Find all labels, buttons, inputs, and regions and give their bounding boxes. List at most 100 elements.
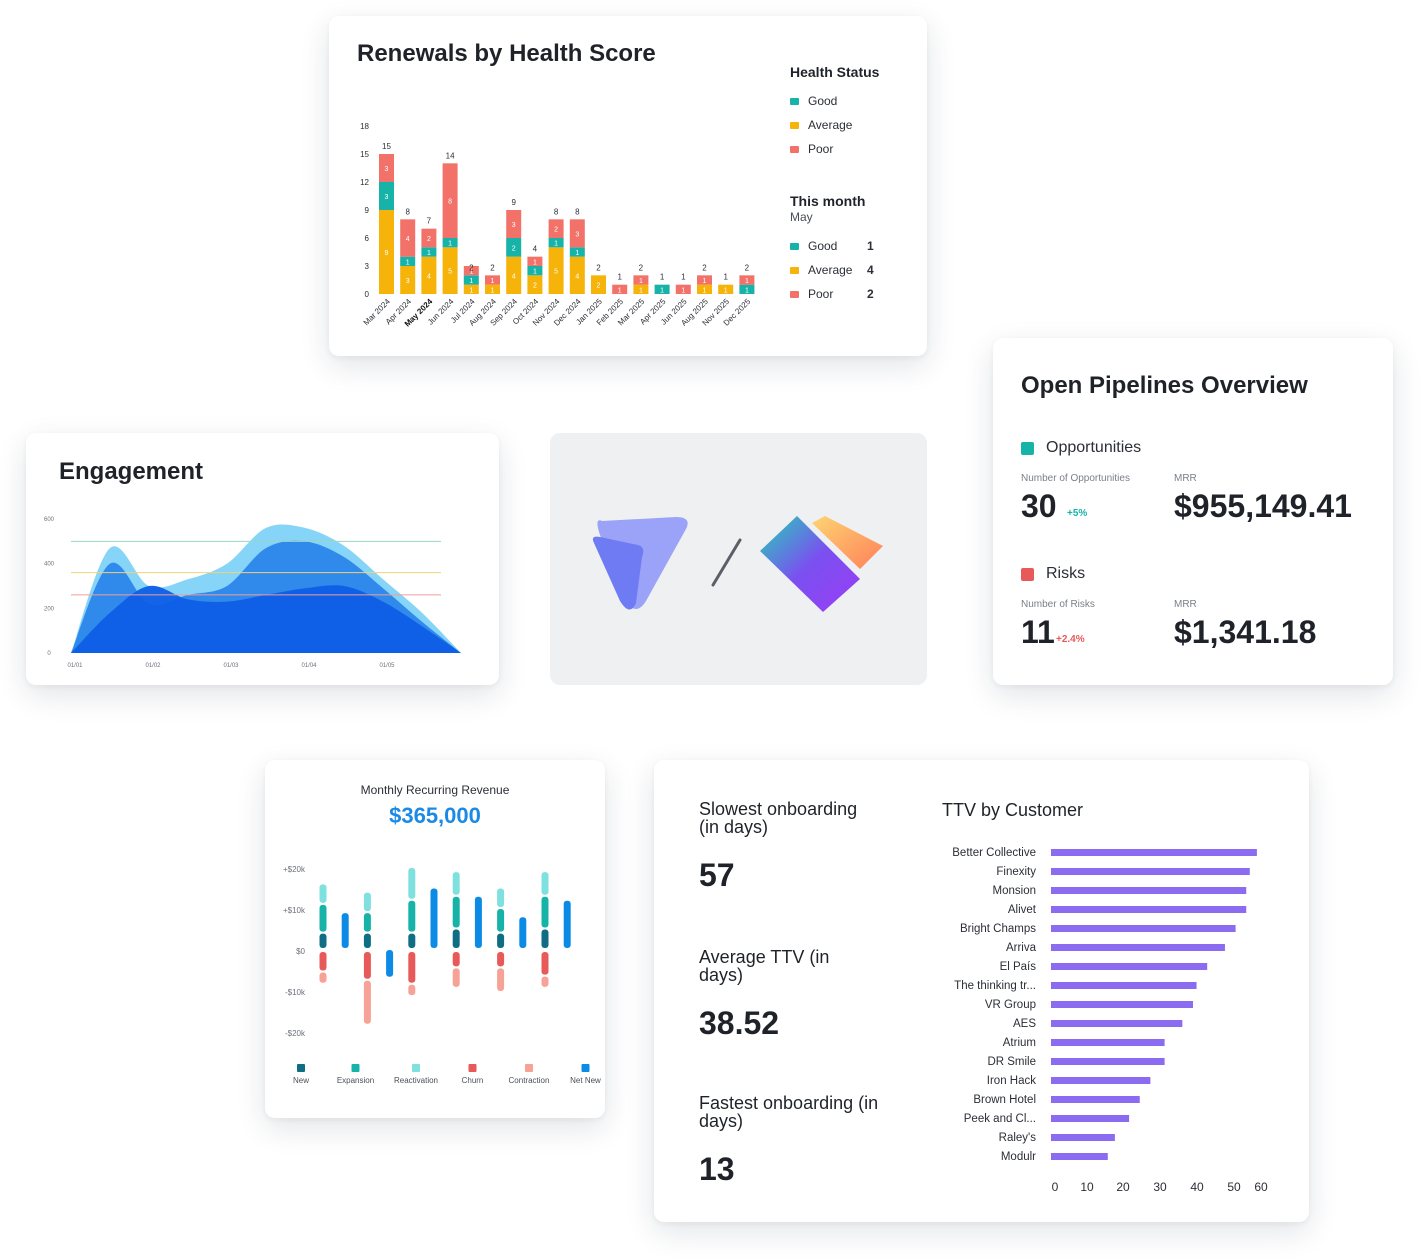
bar-total-label: 1 xyxy=(660,273,665,282)
bar-total-label: 1 xyxy=(723,273,728,282)
ttv-bar xyxy=(1051,1115,1130,1122)
y-tick-label: -$20k xyxy=(285,1029,306,1038)
fastest-onboarding-label: Fastest onboarding (in days) xyxy=(699,1093,879,1131)
ttv-bar xyxy=(1051,1058,1165,1065)
ttv-bar xyxy=(1051,1039,1165,1046)
opportunities-heading: Opportunities xyxy=(1021,439,1141,457)
ttv-category-label: Atrium xyxy=(1003,1037,1036,1049)
x-tick-label: 40 xyxy=(1190,1180,1204,1194)
ttv-bar xyxy=(1051,963,1208,970)
ttv-bar xyxy=(1051,1096,1140,1103)
segment-value-label: 2 xyxy=(597,283,601,290)
this-month-poor: Poor 2 xyxy=(790,287,874,301)
segment-value-label: 1 xyxy=(639,287,643,294)
renewals-bar-segment xyxy=(739,275,755,285)
ttv-bar xyxy=(1051,1134,1115,1141)
integration-logo-panel xyxy=(550,433,927,685)
engagement-chart: 0 200 400 600 01/01 01/02 01/03 01/04 01/05 xyxy=(44,517,461,669)
y-tick-label: 15 xyxy=(360,150,369,159)
y-tick-label: 9 xyxy=(365,206,370,215)
segment-value-label: 9 xyxy=(385,250,389,257)
mrr-title: Monthly Recurring Revenue xyxy=(360,783,510,797)
y-tick-label: 18 xyxy=(360,122,369,131)
ttv-bar xyxy=(1051,982,1197,989)
legend-swatch xyxy=(790,97,799,105)
bar-total-label: 2 xyxy=(596,263,601,272)
segment-value-label: 1 xyxy=(575,250,579,257)
ttv-category-label: Arriva xyxy=(1006,942,1037,954)
renewals-bar-segment xyxy=(697,284,712,294)
segment-value-label: 3 xyxy=(385,166,389,173)
legend-swatch xyxy=(351,1064,360,1072)
legend-title: Health Status xyxy=(790,64,880,80)
x-tick-label: 10 xyxy=(1080,1180,1094,1194)
renewals-bar-segment xyxy=(527,275,543,294)
mrr-bar-segment xyxy=(474,896,482,948)
legend-label: Contraction xyxy=(509,1076,550,1085)
y-tick-label: 600 xyxy=(44,517,55,523)
x-tick-label: 0 xyxy=(1052,1180,1059,1194)
renewals-bar-segment xyxy=(463,275,479,285)
y-tick-label: 200 xyxy=(44,606,55,612)
bar-total-label: 8 xyxy=(575,207,580,216)
ttv-category-label: AES xyxy=(1013,1018,1036,1030)
renewals-bar-segment xyxy=(379,210,394,294)
mrr-bar-segment xyxy=(541,929,549,948)
segment-value-label: 4 xyxy=(512,273,516,280)
renewals-bar-segment xyxy=(506,256,522,294)
bar-total-label: 9 xyxy=(511,198,516,207)
renewals-bar-segment xyxy=(633,275,649,285)
risks-count-label: Number of Risks xyxy=(1021,599,1095,610)
mrr-bar-segment xyxy=(319,952,327,971)
segment-value-label: 2 xyxy=(533,283,537,290)
segment-value-label: 2 xyxy=(427,236,431,243)
legend-swatch xyxy=(790,266,799,274)
mrr-bar-segment xyxy=(408,984,416,996)
segment-value-label: 1 xyxy=(554,241,558,248)
legend-item-good: Good xyxy=(790,94,837,108)
mrr-bar-segment xyxy=(363,933,371,948)
ttv-category-label: Brown Hotel xyxy=(973,1094,1036,1106)
renewals-title: Renewals by Health Score xyxy=(357,40,656,67)
renewals-bar-segment xyxy=(442,238,458,248)
ttv-bar xyxy=(1051,1001,1193,1008)
x-tick-label: 30 xyxy=(1153,1180,1167,1194)
renewals-bar-segment xyxy=(442,163,458,238)
average-ttv-label: Average TTV (in days) xyxy=(699,947,830,985)
ttv-category-label: Iron Hack xyxy=(987,1075,1036,1087)
segment-value-label: 1 xyxy=(533,259,537,266)
segment-value-label: 2 xyxy=(512,245,516,252)
legend-swatch xyxy=(412,1064,420,1072)
opportunities-mrr: $955,149.41 xyxy=(1174,488,1352,524)
mrr-bar-segment xyxy=(319,904,327,932)
mrr-bar-segment xyxy=(497,933,505,948)
segment-value-label: 3 xyxy=(385,194,389,201)
legend-swatch xyxy=(790,242,799,250)
mrr-bar-segment xyxy=(386,950,394,977)
mrr-bar-segment xyxy=(363,980,371,1024)
y-tick-label: 400 xyxy=(44,562,55,568)
renewals-bar-segment xyxy=(527,266,543,276)
ttv-bar xyxy=(1051,944,1225,951)
x-tick-label: 60 xyxy=(1254,1180,1268,1194)
x-tick-label: 50 xyxy=(1227,1180,1241,1194)
ttv-category-label: The thinking tr... xyxy=(954,980,1036,992)
legend-label: Expansion xyxy=(337,1076,374,1085)
mrr-bar-segment xyxy=(452,896,460,928)
mrr-bar-segment xyxy=(319,972,327,983)
mrr-bar-segment xyxy=(563,900,571,948)
renewals-bar-segment xyxy=(739,284,755,294)
mrr-bar-segment xyxy=(452,872,460,895)
ttv-bar xyxy=(1051,906,1247,913)
bar-total-label: 2 xyxy=(639,263,644,272)
bar-total-label: 2 xyxy=(469,263,474,272)
segment-value-label: 1 xyxy=(469,269,473,276)
ttv-bar xyxy=(1051,1153,1108,1160)
segment-value-label: 4 xyxy=(406,236,410,243)
ttv-bar xyxy=(1051,1077,1151,1084)
legend-item-poor: Poor xyxy=(790,142,833,156)
renewals-bar-segment xyxy=(569,247,585,257)
opportunities-mrr-label: MRR xyxy=(1174,473,1197,484)
mrr-bar-segment xyxy=(541,952,549,975)
